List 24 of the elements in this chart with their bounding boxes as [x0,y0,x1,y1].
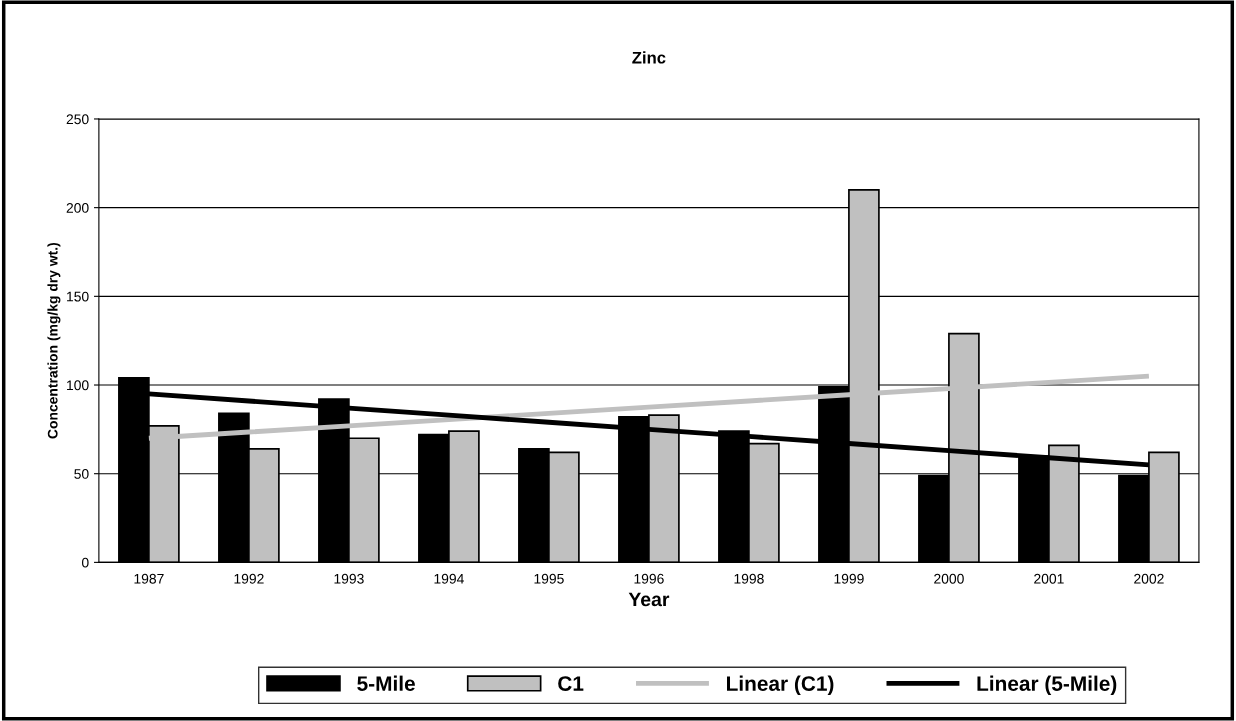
y-tick-label: 200 [66,202,89,213]
x-tick-label: 1994 [434,573,464,584]
x-tick-label: 1999 [834,573,864,584]
legend-label: Linear (C1) [727,675,834,696]
chart-title: Zinc [632,51,666,64]
y-tick-label: 50 [74,469,89,479]
x-tick-label: 1992 [234,573,264,584]
y-tick-label: 100 [67,380,89,391]
x-tick-label: 2002 [1134,573,1164,584]
x-tick-label: 2001 [1034,573,1064,584]
y-tick-label: 0 [81,557,89,568]
x-tick-label: 2000 [934,573,964,584]
x-axis-title: Year [628,592,670,607]
x-tick-label: 1995 [534,573,564,584]
legend-label: 5-Mile [357,675,415,691]
x-tick-label: 1987 [134,573,164,584]
y-tick-label: 250 [66,114,89,125]
x-tick-label: 1998 [734,573,764,584]
y-axis-title: Concentration (mg/kg dry wt.) [47,242,61,439]
y-tick-label: 150 [67,291,89,302]
legend-label: Linear (5-Mile) [977,675,1117,696]
x-tick-label: 1996 [634,573,664,584]
legend-label: C1 [558,676,584,691]
x-tick-label: 1993 [334,573,364,584]
